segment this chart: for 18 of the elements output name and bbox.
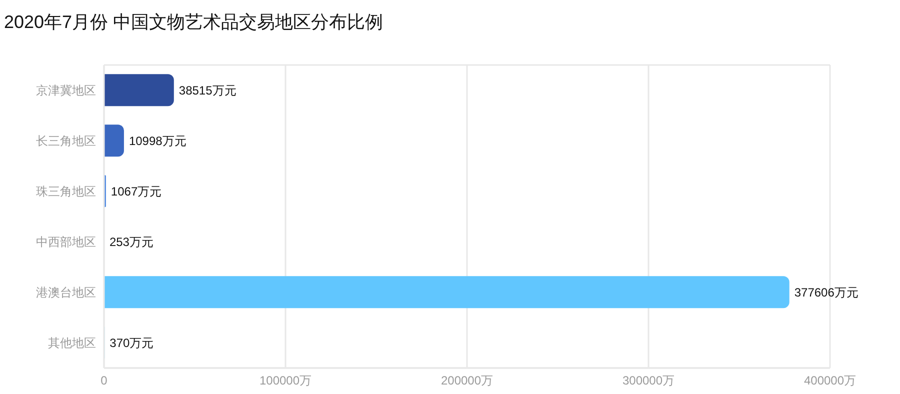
y-tick-label: 长三角地区 <box>36 134 96 148</box>
x-tick-label: 400000万 <box>804 374 856 388</box>
data-label: 10998万元 <box>128 134 186 148</box>
x-tick-label: 200000万 <box>440 374 494 388</box>
y-tick-label: 其他地区 <box>48 336 96 350</box>
data-label: 377606万元 <box>794 285 858 300</box>
x-tick-label: 300000万 <box>622 374 675 388</box>
chart-title: 2020年7月份 中国文物艺术品交易地区分布比例 <box>4 11 384 34</box>
y-tick-label: 珠三角地区 <box>36 184 96 199</box>
data-label: 1067万元 <box>110 184 162 198</box>
y-tick-label: 京津冀地区 <box>36 84 96 98</box>
x-tick-label: 100000万 <box>259 374 312 388</box>
y-tick-label: 港澳台地区 <box>36 286 96 300</box>
x-tick-label: 0 <box>100 374 108 388</box>
y-tick-label: 中西部地区 <box>36 235 96 250</box>
data-label: 370万元 <box>110 336 154 350</box>
data-label: 253万元 <box>109 234 154 249</box>
data-label: 38515万元 <box>178 83 236 98</box>
